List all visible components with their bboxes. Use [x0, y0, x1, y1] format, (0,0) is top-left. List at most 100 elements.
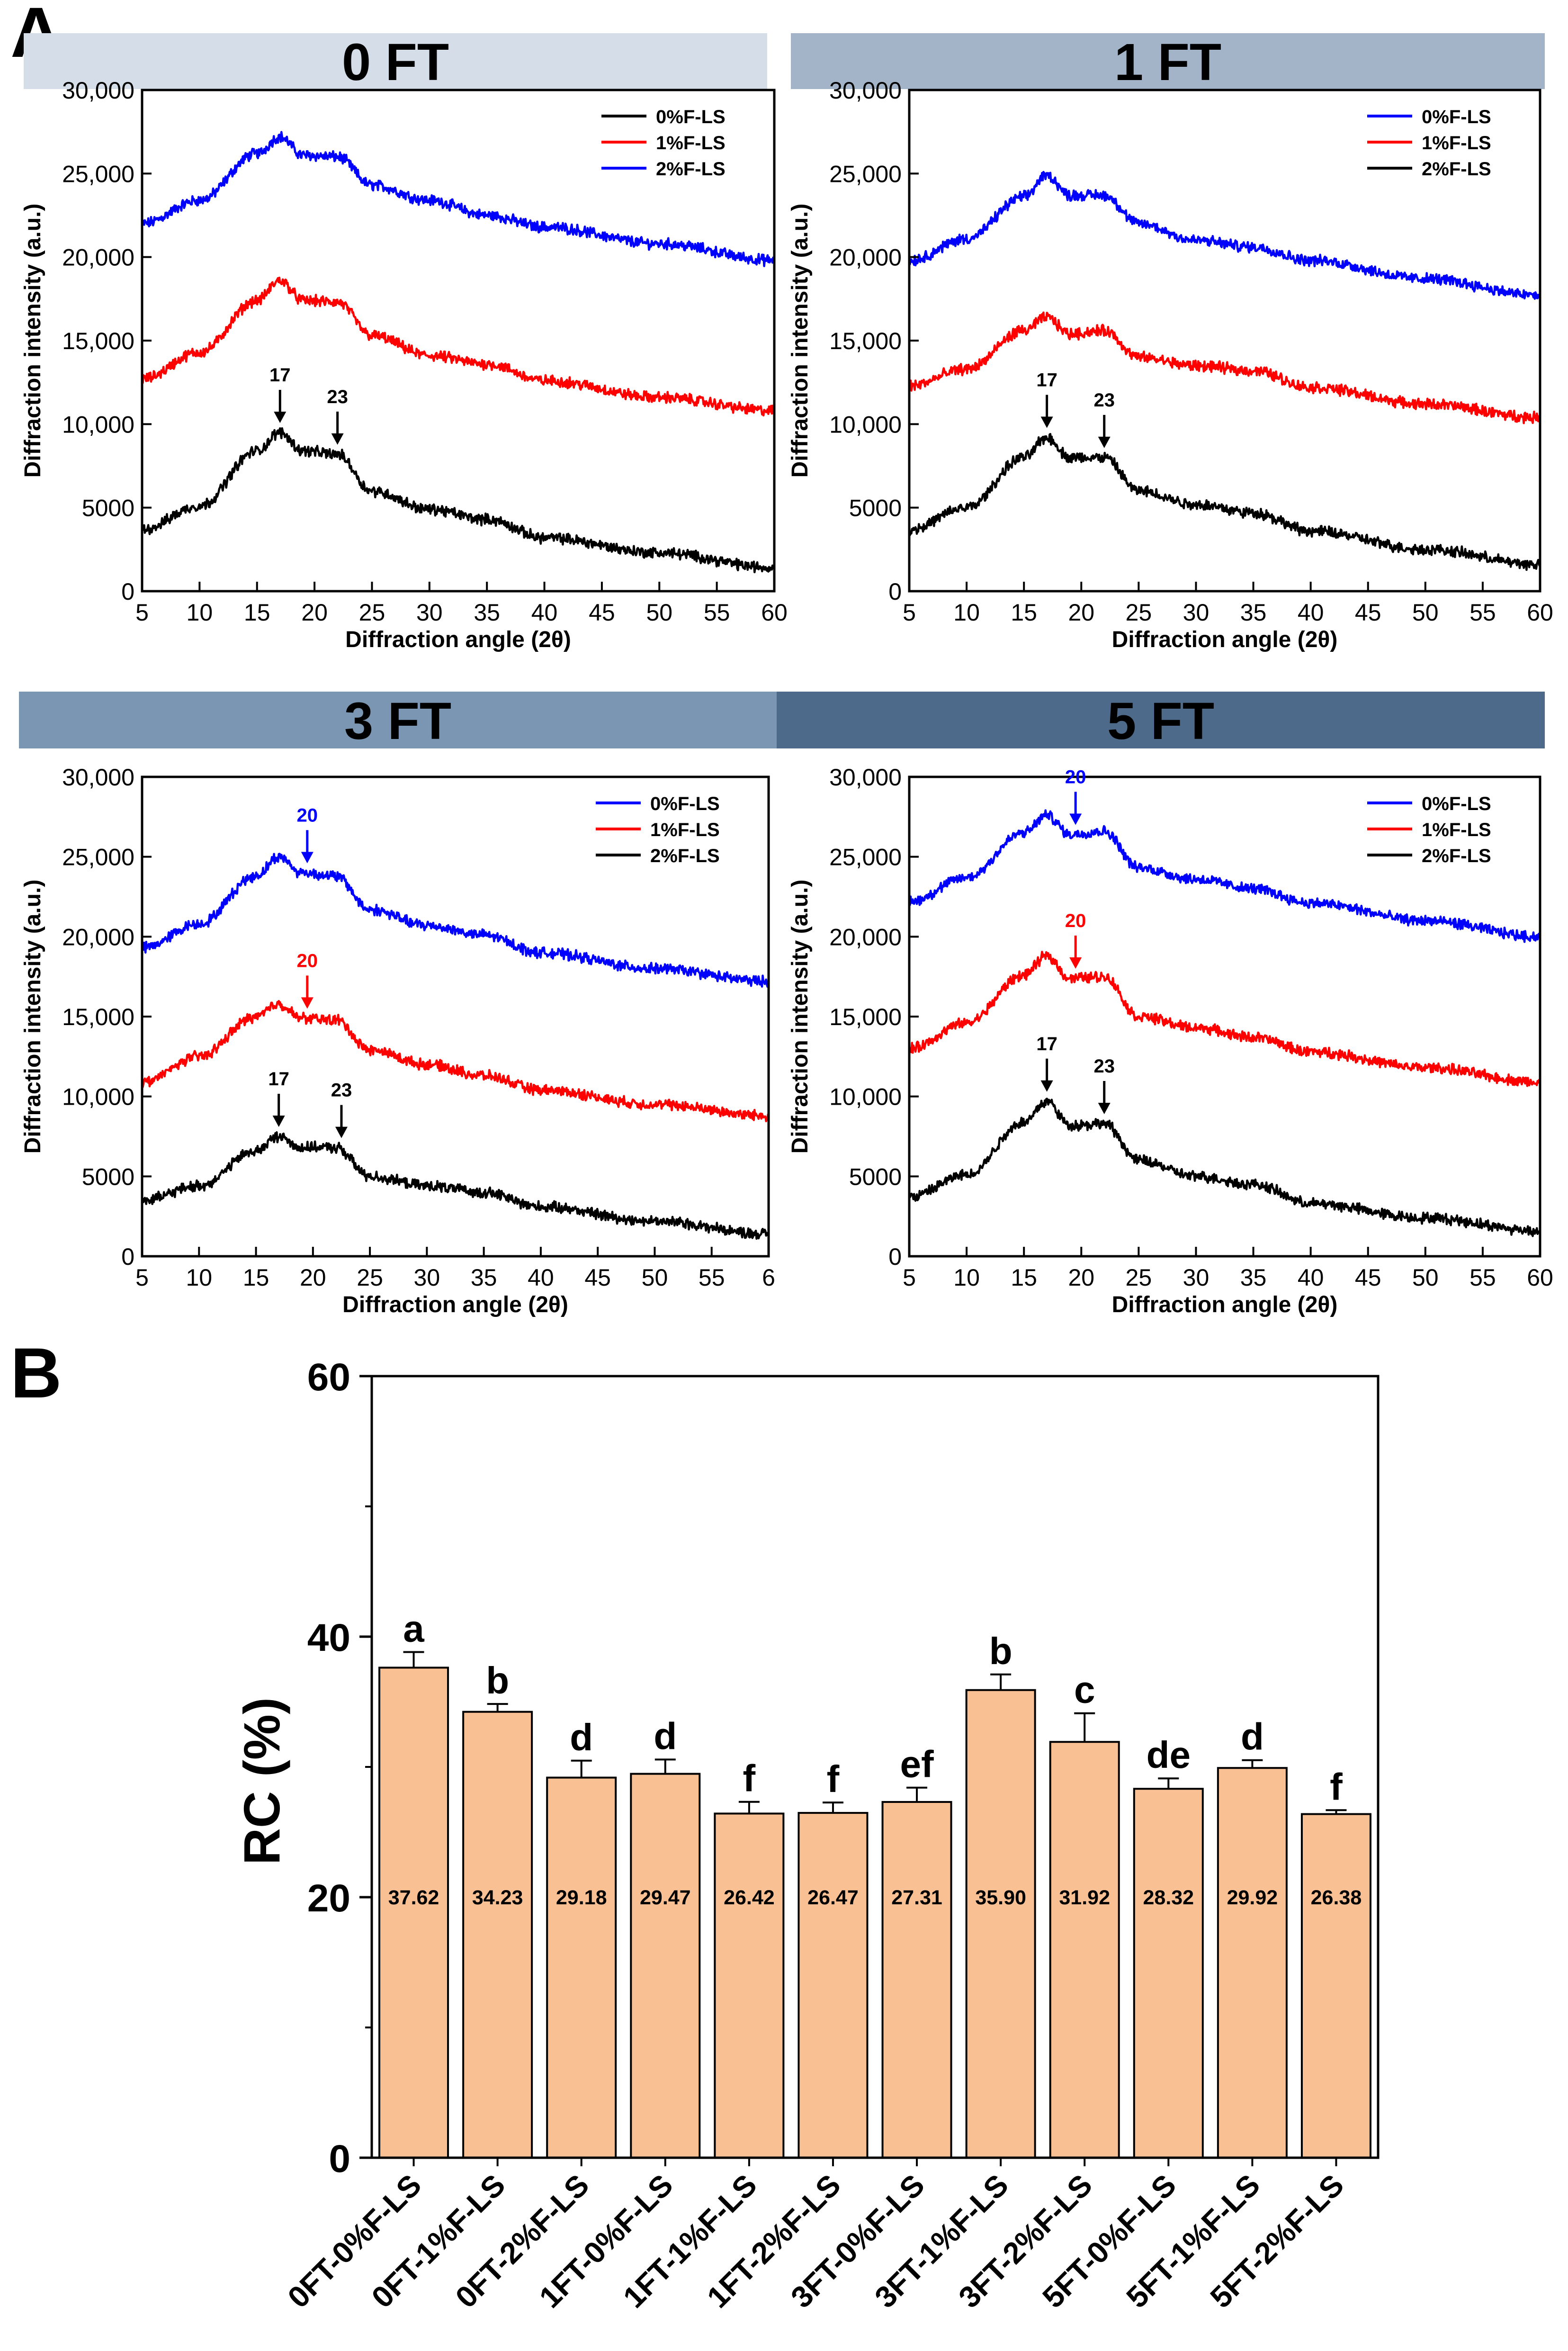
x-tick-label: 35 — [1240, 599, 1267, 626]
x-tick-label: 15 — [243, 1264, 269, 1291]
x-tick-label: 5 — [903, 599, 916, 626]
x-tick-label: 35 — [1240, 1264, 1267, 1291]
x-tick-label: 20 — [1068, 599, 1094, 626]
peak-arrow-head — [331, 433, 344, 445]
x-axis-label: Diffraction angle (2θ) — [345, 627, 571, 652]
legend-label: 1%F-LS — [650, 820, 720, 840]
y-tick-label: 30,000 — [829, 764, 902, 791]
x-tick-label: 5 — [903, 1264, 916, 1291]
bar-3ft-0-f-ls — [881, 1801, 952, 2159]
significance-letter: b — [486, 1659, 509, 1702]
series-line-0-f-ls — [908, 171, 1541, 300]
header-band — [777, 692, 1545, 748]
bar-value-label: 26.38 — [1311, 1886, 1362, 1909]
series-line-1-f-ls — [908, 951, 1541, 1087]
y-tick-label: 25,000 — [829, 844, 902, 871]
x-tick-label: 55 — [699, 1264, 725, 1291]
x-tick-label: 35 — [471, 1264, 497, 1291]
x-tick-label: 40 — [528, 1264, 554, 1291]
xrd-chart-3-ft: 3 FT5 10 15 20 25 30 35 40 45 50 55 60500010,00015,… — [19, 692, 777, 1317]
x-tick-label: 45 — [1355, 1264, 1381, 1291]
x-tick-label: 25 — [359, 599, 385, 626]
y-tick-label: 0 — [888, 1243, 902, 1270]
x-tick-label: 5 — [135, 1264, 149, 1291]
y-tick-label: 10,000 — [62, 411, 134, 438]
x-tick-label: 25 — [1126, 599, 1152, 626]
y-axis-label: Diffraction intensity (a.u.) — [20, 880, 45, 1154]
x-tick-label: 30 — [414, 1264, 440, 1291]
series-line-1-f-ls — [142, 276, 775, 417]
x-tick-label: 60 — [761, 599, 788, 626]
peak-label: 17 — [268, 1069, 289, 1090]
bar-0ft-1-f-ls — [462, 1711, 533, 2159]
y-tick-label: 30,000 — [62, 764, 134, 791]
y-tick-label: 30,000 — [62, 77, 134, 104]
legend-label: 2%F-LS — [1422, 159, 1491, 180]
y-tick-label: 0 — [329, 2137, 350, 2180]
y-tick-label: 10,000 — [829, 411, 902, 438]
x-tick-label: 40 — [1298, 599, 1324, 626]
header-band — [791, 33, 1545, 89]
xrd-chart-5-ft: 5 FT 5 10 15 20 25 30 35 40 45 50 55 60 0 5000 10,000 15… — [777, 692, 1553, 1317]
legend-label: 0%F-LS — [656, 107, 726, 127]
series-line-0-f-ls — [141, 853, 770, 988]
x-tick-label: 45 — [584, 1264, 611, 1291]
legend-label: 0%F-LS — [650, 793, 720, 814]
x-tick-label: 50 — [1412, 599, 1439, 626]
peak-label: 20 — [1065, 910, 1086, 931]
peak-arrow-head — [1069, 957, 1082, 969]
peak-label: 17 — [269, 365, 291, 386]
x-tick-label: 50 — [1412, 1264, 1439, 1291]
xrd-chart-0-ft: 0 FT 5 10 15 20 25 30 35 40 45 50 55 60 0 5000 10,000 15… — [20, 33, 788, 652]
bar-value-label: 29.18 — [556, 1886, 607, 1909]
bar-0ft-2-f-ls — [546, 1776, 617, 2159]
bar-value-label: 27.31 — [891, 1886, 942, 1909]
x-tick-label: 25 — [1126, 1264, 1152, 1291]
significance-letter: f — [1330, 1766, 1343, 1808]
x-tick-label: 10 — [953, 599, 980, 626]
x-tick-label: 30 — [1183, 1264, 1210, 1291]
x-tick-label: 15 — [1011, 1264, 1037, 1291]
legend-label: 0%F-LS — [1422, 793, 1491, 814]
y-tick-label: 5000 — [82, 1163, 134, 1190]
y-tick-label: 40 — [307, 1616, 350, 1659]
bar-value-label: 34.23 — [472, 1886, 523, 1909]
peak-arrow-head — [1098, 436, 1111, 448]
x-tick-label: 50 — [646, 599, 672, 626]
bar-value-label: 28.32 — [1143, 1886, 1194, 1909]
series-line-1-f-ls — [141, 1000, 770, 1123]
significance-letter: b — [989, 1630, 1012, 1672]
y-tick-label: 15,000 — [829, 1004, 902, 1030]
y-tick-label: 20,000 — [62, 924, 134, 950]
x-tick-label: 25 — [357, 1264, 383, 1291]
bar-1ft-2-f-ls — [797, 1812, 869, 2159]
x-tick-label: 45 — [1355, 599, 1381, 626]
x-tick-label: 55 — [1469, 599, 1496, 626]
bar-3ft-1-f-ls — [965, 1689, 1036, 2159]
peak-arrow-head — [274, 411, 287, 423]
bar-value-label: 29.92 — [1227, 1886, 1278, 1909]
y-tick-label: 25,000 — [62, 844, 134, 871]
peak-arrow-head — [301, 852, 314, 864]
y-tick-label: 0 — [888, 578, 902, 605]
x-tick-label: 10 — [186, 1264, 212, 1291]
x-tick-label: 45 — [589, 599, 615, 626]
chart-title: 0 FT — [342, 33, 449, 91]
xrd-chart-1-ft: 1 FT 5 10 15 20 25 30 35 40 45 50 55 60 0 5000 10,000 15… — [788, 33, 1553, 652]
peak-label: 23 — [1093, 1056, 1115, 1077]
significance-letter: de — [1147, 1734, 1191, 1776]
peak-arrow-head — [1040, 1080, 1053, 1092]
bar-value-label: 35.90 — [975, 1886, 1026, 1909]
peak-arrow-head — [272, 1116, 285, 1127]
panel-label-b: B — [10, 1333, 62, 1413]
significance-letter: d — [1241, 1716, 1264, 1758]
significance-letter: ef — [900, 1743, 933, 1785]
x-tick-label: 55 — [704, 599, 730, 626]
bar-value-label: 37.62 — [388, 1886, 439, 1909]
y-tick-label: 20,000 — [829, 244, 902, 271]
peak-label: 20 — [297, 805, 318, 826]
peak-label: 23 — [331, 1080, 352, 1101]
x-tick-label: 15 — [244, 599, 270, 626]
chart-title: 3 FT — [344, 692, 451, 750]
